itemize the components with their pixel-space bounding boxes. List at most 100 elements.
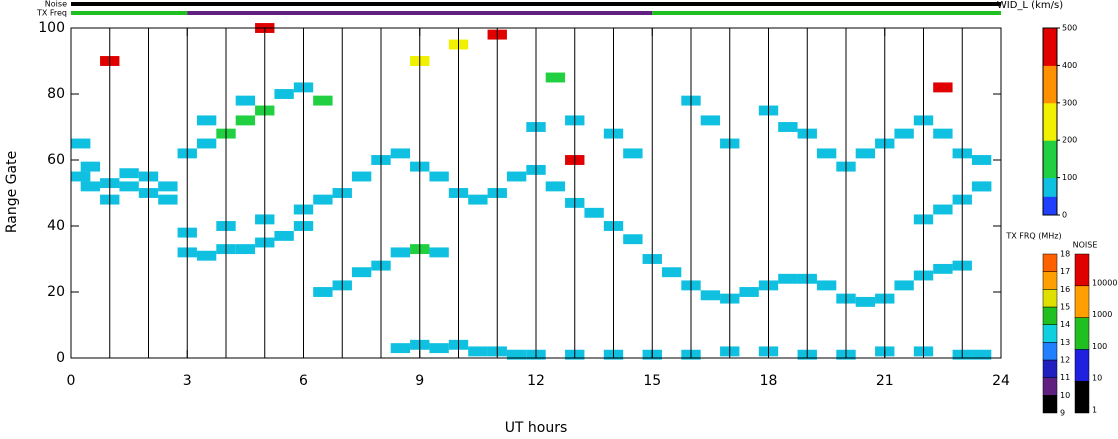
x-tick-label: 3: [183, 373, 192, 389]
echo-cell: [468, 346, 488, 357]
noise-colorbar: [1074, 349, 1090, 382]
y-tick-label: 100: [38, 20, 65, 36]
echo-cell: [351, 267, 372, 278]
echo-cell: [235, 115, 256, 126]
echo-cell: [933, 263, 953, 274]
echo-cell: [158, 194, 178, 205]
width-colorbar: [1043, 177, 1057, 182]
tx-freq-colorbar: [1042, 253, 1058, 272]
colorbar-frame: [1042, 27, 1058, 216]
echo-cell: [700, 290, 721, 301]
echo-cell: [274, 89, 294, 99]
width-colorbar: [1043, 124, 1057, 129]
width-colorbar: [1043, 183, 1057, 188]
colorbar-tick-label: 10: [1060, 391, 1070, 400]
x-tick-label: 18: [760, 373, 778, 389]
width-colorbar: [1043, 105, 1057, 110]
colorbar-tick-label: 10000: [1092, 278, 1117, 287]
width-colorbar: [1043, 74, 1057, 79]
tx-freq-colorbar: [1042, 342, 1058, 361]
width-colorbar: [1043, 84, 1057, 88]
echo-cell: [816, 148, 837, 159]
width-colorbar: [1043, 121, 1057, 126]
echo-cell: [816, 280, 837, 291]
width-colorbar: [1043, 149, 1057, 154]
width-colorbar: [1043, 162, 1057, 166]
echo-cell: [778, 122, 798, 132]
width-colorbar: [1043, 190, 1057, 194]
colorbar-tick-label: 12: [1060, 356, 1070, 365]
width-colorbar: [1043, 59, 1057, 63]
width-colorbar: [1043, 168, 1057, 172]
width-colorbar: [1043, 99, 1057, 104]
echo-cell: [971, 349, 992, 360]
echo-cell: [429, 247, 449, 258]
width-colorbar: [1043, 46, 1057, 51]
width-colorbar: [1043, 174, 1057, 179]
echo-cell: [429, 343, 449, 354]
width-colorbar: [1043, 37, 1057, 41]
colorbar-tick-label: 9: [1060, 409, 1065, 418]
tx-freq-colorbar: [1042, 359, 1058, 378]
noise-colorbar: [1074, 380, 1090, 414]
echo-cell: [933, 82, 953, 93]
width-colorbar: [1043, 102, 1057, 107]
echo-cell: [274, 230, 294, 241]
echo-cell: [235, 95, 256, 106]
colorbar-tick-label: 10: [1092, 374, 1102, 383]
noise-scale-label: NOISE: [1073, 241, 1098, 250]
x-tick-label: 21: [876, 373, 894, 389]
tx-freq-colorbar: [1042, 271, 1058, 290]
colorbar-tick-label: 500: [1062, 24, 1077, 33]
x-tick-label: 0: [67, 373, 76, 389]
echo-cell: [584, 207, 604, 218]
width-colorbar: [1043, 65, 1057, 70]
colorbar-tick-label: 14: [1060, 320, 1070, 329]
width-colorbar: [1043, 205, 1057, 210]
width-colorbar: [1043, 155, 1057, 160]
echo-cell: [390, 343, 411, 354]
echo-cell: [778, 273, 798, 284]
echo-cell: [158, 181, 178, 192]
width-colorbar: [1043, 49, 1057, 54]
tx-freq-colorbar: [1042, 377, 1058, 396]
width-colorbar: [1043, 68, 1057, 73]
width-colorbar: [1043, 80, 1057, 85]
noise-colorbar: [1074, 317, 1090, 350]
width-colorbar: [1043, 115, 1057, 119]
echo-cell: [71, 171, 91, 182]
width-colorbar: [1043, 40, 1057, 45]
width-colorbar: [1043, 28, 1057, 32]
width-colorbar: [1043, 96, 1057, 101]
x-tick-label: 6: [299, 373, 308, 389]
y-axis-label: Range Gate: [4, 151, 20, 233]
width-colorbar: [1043, 93, 1057, 98]
colorbar-tick-label: 1: [1092, 406, 1097, 415]
noise-label: Noise: [45, 0, 67, 9]
echo-cell: [429, 171, 449, 182]
width-colorbar: [1043, 186, 1057, 191]
echo-cell: [468, 194, 488, 205]
echo-cell: [545, 72, 566, 83]
width-colorbar: [1043, 140, 1057, 144]
echo-cell: [390, 247, 411, 258]
tx-freq-bar: [187, 11, 653, 15]
tx-freq-colorbar: [1042, 324, 1058, 343]
echo-cell: [623, 148, 643, 159]
colorbar-tick-label: 16: [1060, 285, 1070, 294]
width-colorbar: [1043, 193, 1057, 197]
noise-bar: [71, 2, 1001, 6]
echo-cell: [700, 115, 721, 126]
colorbar-tick-label: 13: [1060, 338, 1070, 347]
width-colorbar: [1043, 196, 1057, 200]
echo-cell: [661, 267, 682, 278]
width-colorbar: [1043, 211, 1057, 216]
echo-cell: [933, 204, 953, 215]
echo-cell: [855, 296, 876, 307]
echo-cell: [196, 250, 217, 261]
width-colorbar: [1043, 130, 1057, 135]
echo-cell: [119, 168, 139, 179]
echo-cell: [313, 287, 333, 297]
colorbar-tick-label: 300: [1062, 98, 1077, 107]
